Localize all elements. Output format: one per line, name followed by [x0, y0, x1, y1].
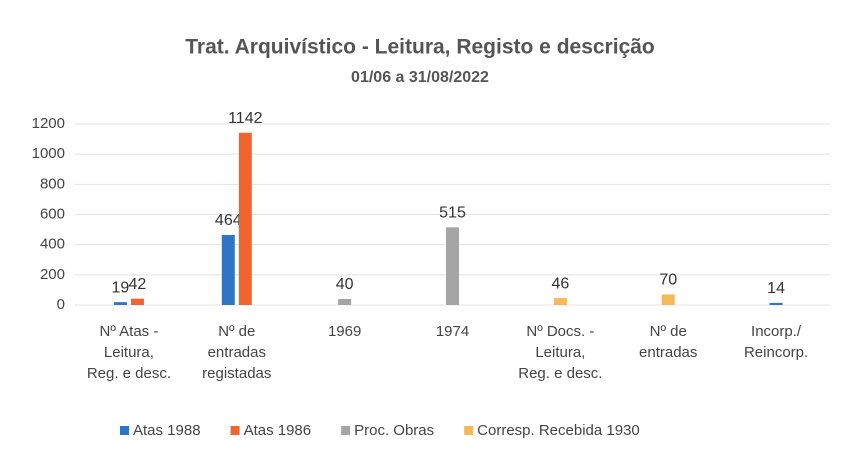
legend-label: Proc. Obras [354, 422, 434, 439]
data-label: 42 [129, 276, 147, 293]
legend-swatch [464, 426, 474, 435]
data-label: 515 [439, 205, 466, 222]
x-tick-label: Reincorp. [744, 344, 808, 361]
y-tick-label: 200 [40, 266, 65, 283]
data-label: 70 [659, 272, 677, 289]
legend-swatch [230, 426, 240, 435]
y-tick-label: 800 [40, 175, 65, 192]
chart-title: Trat. Arquivístico - Leitura, Registo e … [185, 36, 655, 59]
x-tick-label: Nº de [650, 323, 687, 340]
legend-label: Corresp. Recebida 1930 [477, 422, 640, 439]
bar [238, 132, 252, 305]
y-tick-label: 400 [40, 236, 65, 253]
y-tick-label: 0 [57, 296, 65, 313]
legend-swatch [120, 426, 129, 435]
x-tick-label: 1969 [328, 323, 361, 340]
bar [221, 235, 235, 305]
x-tick-label: Reg. e desc. [87, 365, 171, 382]
x-tick-label: entradas [639, 344, 697, 361]
y-tick-label: 1000 [32, 145, 65, 162]
x-tick-label: Reg. e desc. [518, 365, 602, 382]
x-tick-label: Nº de [218, 323, 255, 340]
bar [130, 298, 144, 305]
legend-label: Atas 1988 [133, 422, 201, 439]
x-tick-label: Nº Docs. - [526, 323, 594, 340]
data-label: 46 [551, 275, 569, 292]
data-label: 14 [767, 280, 785, 297]
x-tick-label: entradas [208, 344, 266, 361]
x-tick-label: Incorp./ [751, 323, 802, 340]
data-label: 19 [112, 279, 130, 296]
data-label: 464 [215, 212, 242, 229]
bar [446, 227, 459, 305]
legend-swatch [341, 426, 351, 435]
bar [113, 302, 127, 305]
bar [553, 298, 567, 305]
bar [338, 298, 352, 305]
y-tick-label: 600 [40, 205, 65, 222]
x-tick-label: Nº Atas - [100, 323, 159, 340]
y-tick-label: 1200 [32, 115, 65, 132]
data-label: 40 [336, 276, 354, 293]
x-tick-label: registadas [202, 365, 271, 382]
x-tick-label: Leitura, [535, 344, 585, 361]
x-tick-label: Leitura, [104, 344, 154, 361]
data-label: 1142 [228, 110, 263, 127]
legend-label: Atas 1986 [244, 422, 312, 439]
chart-subtitle: 01/06 a 31/08/2022 [351, 69, 489, 86]
bar [661, 294, 675, 305]
bar [769, 302, 783, 305]
x-tick-label: 1974 [436, 323, 469, 340]
